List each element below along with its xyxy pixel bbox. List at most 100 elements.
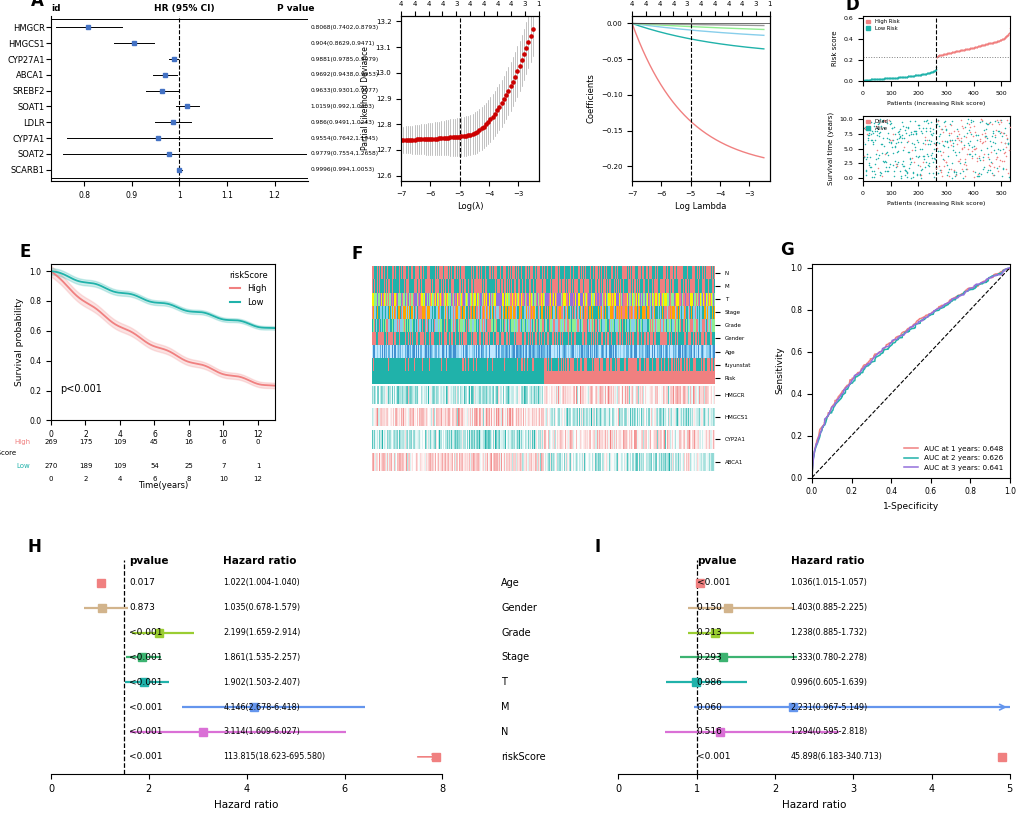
Point <box>862 161 878 174</box>
Point <box>860 129 876 142</box>
Point <box>865 170 881 183</box>
Point <box>942 118 958 131</box>
Point <box>986 35 1003 48</box>
Point <box>904 69 920 82</box>
Point <box>927 51 944 64</box>
Point <box>856 121 872 134</box>
Point <box>954 43 970 56</box>
Point <box>871 73 888 86</box>
Point <box>945 46 961 59</box>
Point <box>963 140 979 153</box>
Point <box>987 35 1004 48</box>
Point <box>995 32 1011 45</box>
Point <box>948 138 964 151</box>
Point <box>931 48 948 61</box>
Point <box>948 132 964 145</box>
Point <box>909 68 925 82</box>
Point <box>870 117 887 130</box>
Point <box>884 158 901 171</box>
Point <box>999 29 1015 42</box>
Point <box>954 162 970 175</box>
Point <box>903 69 919 82</box>
Point <box>866 157 882 170</box>
Point <box>888 71 904 84</box>
Point <box>951 166 967 179</box>
Point <box>969 40 985 53</box>
Point <box>864 73 880 86</box>
Point <box>949 155 965 168</box>
Point <box>909 118 925 131</box>
Point <box>910 150 926 163</box>
Point <box>945 46 961 59</box>
Point <box>865 119 881 132</box>
Point <box>979 151 996 164</box>
Point <box>951 134 967 147</box>
Point <box>952 134 968 148</box>
Point <box>986 35 1003 48</box>
Point <box>949 123 965 136</box>
Point <box>963 42 979 55</box>
Point <box>911 68 927 82</box>
AUC at 2 years: 0.626: (0.956, 0.975): 0.626: (0.956, 0.975) <box>995 268 1007 278</box>
AUC at 1 years: 0.648: (0.952, 0.98): 0.648: (0.952, 0.98) <box>994 267 1006 277</box>
Text: 0.9554(0.7642,1.1945): 0.9554(0.7642,1.1945) <box>310 135 378 140</box>
Point <box>864 138 880 151</box>
Point <box>904 69 920 82</box>
Point <box>984 135 1001 148</box>
Point <box>913 68 929 81</box>
Point <box>940 128 956 141</box>
Point <box>858 73 874 86</box>
Point <box>866 168 882 181</box>
Text: <0.001: <0.001 <box>129 653 163 662</box>
Point <box>918 67 934 80</box>
Point <box>868 73 884 86</box>
Point <box>906 69 922 82</box>
Point <box>856 138 872 151</box>
Point <box>934 116 951 129</box>
Point <box>954 121 970 134</box>
Point <box>929 49 946 62</box>
Point <box>950 44 966 57</box>
Point <box>880 117 897 130</box>
Point <box>891 71 907 84</box>
Point <box>968 169 984 182</box>
Point <box>983 37 1000 50</box>
Point <box>973 113 989 126</box>
Point <box>937 122 954 135</box>
Point <box>968 40 984 53</box>
Point <box>910 121 926 134</box>
Point <box>930 160 947 173</box>
Point <box>890 71 906 84</box>
Point <box>945 163 961 176</box>
Point <box>973 114 989 127</box>
Point <box>983 167 1000 180</box>
Point <box>876 72 893 85</box>
Point <box>860 73 876 86</box>
Point <box>884 128 901 141</box>
Point <box>969 40 985 53</box>
Text: 0.9633(0.9301,0.9977): 0.9633(0.9301,0.9977) <box>310 88 378 93</box>
Point <box>944 139 960 152</box>
Point <box>889 132 905 145</box>
Line: AUC at 1 years: 0.648: AUC at 1 years: 0.648 <box>811 268 1009 478</box>
Point <box>875 72 892 85</box>
Point <box>899 134 915 148</box>
Point <box>988 151 1005 164</box>
Point <box>882 121 899 134</box>
Point <box>876 114 893 127</box>
Point <box>895 131 911 144</box>
Point <box>962 116 978 129</box>
Point <box>955 157 971 170</box>
Text: 2.231(0.967-5.149): 2.231(0.967-5.149) <box>790 703 867 711</box>
Point <box>884 121 901 134</box>
Text: 7: 7 <box>221 463 225 469</box>
Point <box>855 149 871 162</box>
Point <box>907 68 923 82</box>
Point <box>917 67 933 80</box>
Point <box>914 155 930 168</box>
Point <box>912 68 928 81</box>
Point <box>959 42 975 55</box>
Point <box>889 136 905 149</box>
Point <box>864 126 880 139</box>
Point <box>908 134 924 147</box>
